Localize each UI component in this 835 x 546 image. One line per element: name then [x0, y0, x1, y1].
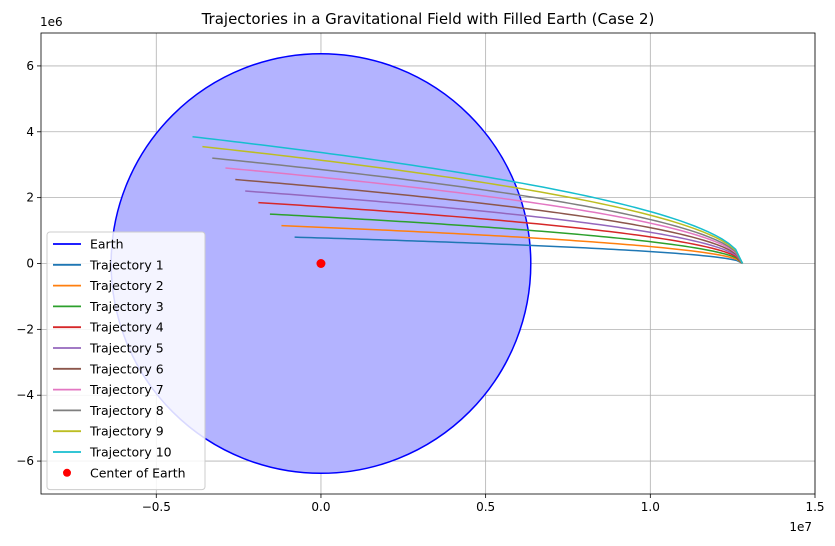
legend-label: Trajectory 9 — [89, 424, 164, 439]
legend-label: Center of Earth — [90, 465, 186, 480]
trajectory-1-line — [294, 236, 743, 265]
y-tick-label: −2 — [16, 322, 34, 336]
center-of-earth-marker — [316, 259, 326, 268]
y-tick-label: 2 — [26, 191, 34, 205]
legend-label: Trajectory 4 — [89, 320, 164, 335]
y-tick-label: 4 — [26, 125, 34, 139]
trajectory-5-line — [245, 190, 744, 264]
legend: Earth Trajectory 1 Trajectory 2 Trajectory … — [46, 231, 206, 491]
trajectory-6-line — [235, 178, 744, 264]
legend-swatch — [63, 468, 71, 477]
trajectory-7-line — [225, 167, 744, 264]
legend-label: Earth — [90, 237, 124, 252]
legend-label: Trajectory 10 — [89, 445, 172, 460]
x-tick-label: 0.5 — [476, 500, 495, 514]
x-tick-label: 1.5 — [805, 500, 824, 514]
y-tick-label: −6 — [16, 454, 34, 468]
x-offset-label: 1e7 — [789, 520, 812, 534]
trajectory-2-line — [281, 224, 743, 265]
legend-box — [46, 231, 206, 491]
trajectory-10-line — [192, 135, 744, 264]
trajectory-4-line — [258, 201, 744, 264]
legend-label: Trajectory 2 — [89, 278, 164, 293]
chart-title: Trajectories in a Gravitational Field wi… — [201, 10, 655, 28]
y-tick-label: −4 — [16, 388, 34, 402]
y-tick-label: 6 — [26, 59, 34, 73]
x-tick-label: −0.5 — [142, 500, 171, 514]
legend-label: Trajectory 5 — [89, 341, 164, 356]
x-tick-label: 1.0 — [641, 500, 660, 514]
y-tick-label: 0 — [26, 257, 34, 271]
ticks: −0.5 0.0 0.5 1.0 1.5 −6 −4 −2 0 2 4 6 — [16, 59, 824, 514]
legend-label: Trajectory 3 — [89, 299, 164, 314]
x-tick-label: 0.0 — [311, 500, 330, 514]
legend-label: Trajectory 8 — [89, 403, 164, 418]
legend-label: Trajectory 1 — [89, 257, 164, 272]
legend-label: Trajectory 7 — [89, 382, 164, 397]
y-offset-label: 1e6 — [40, 15, 63, 29]
trajectory-9-line — [202, 145, 744, 264]
trajectory-3-line — [269, 213, 744, 265]
legend-label: Trajectory 6 — [89, 361, 164, 376]
trajectory-8-line — [212, 157, 744, 264]
